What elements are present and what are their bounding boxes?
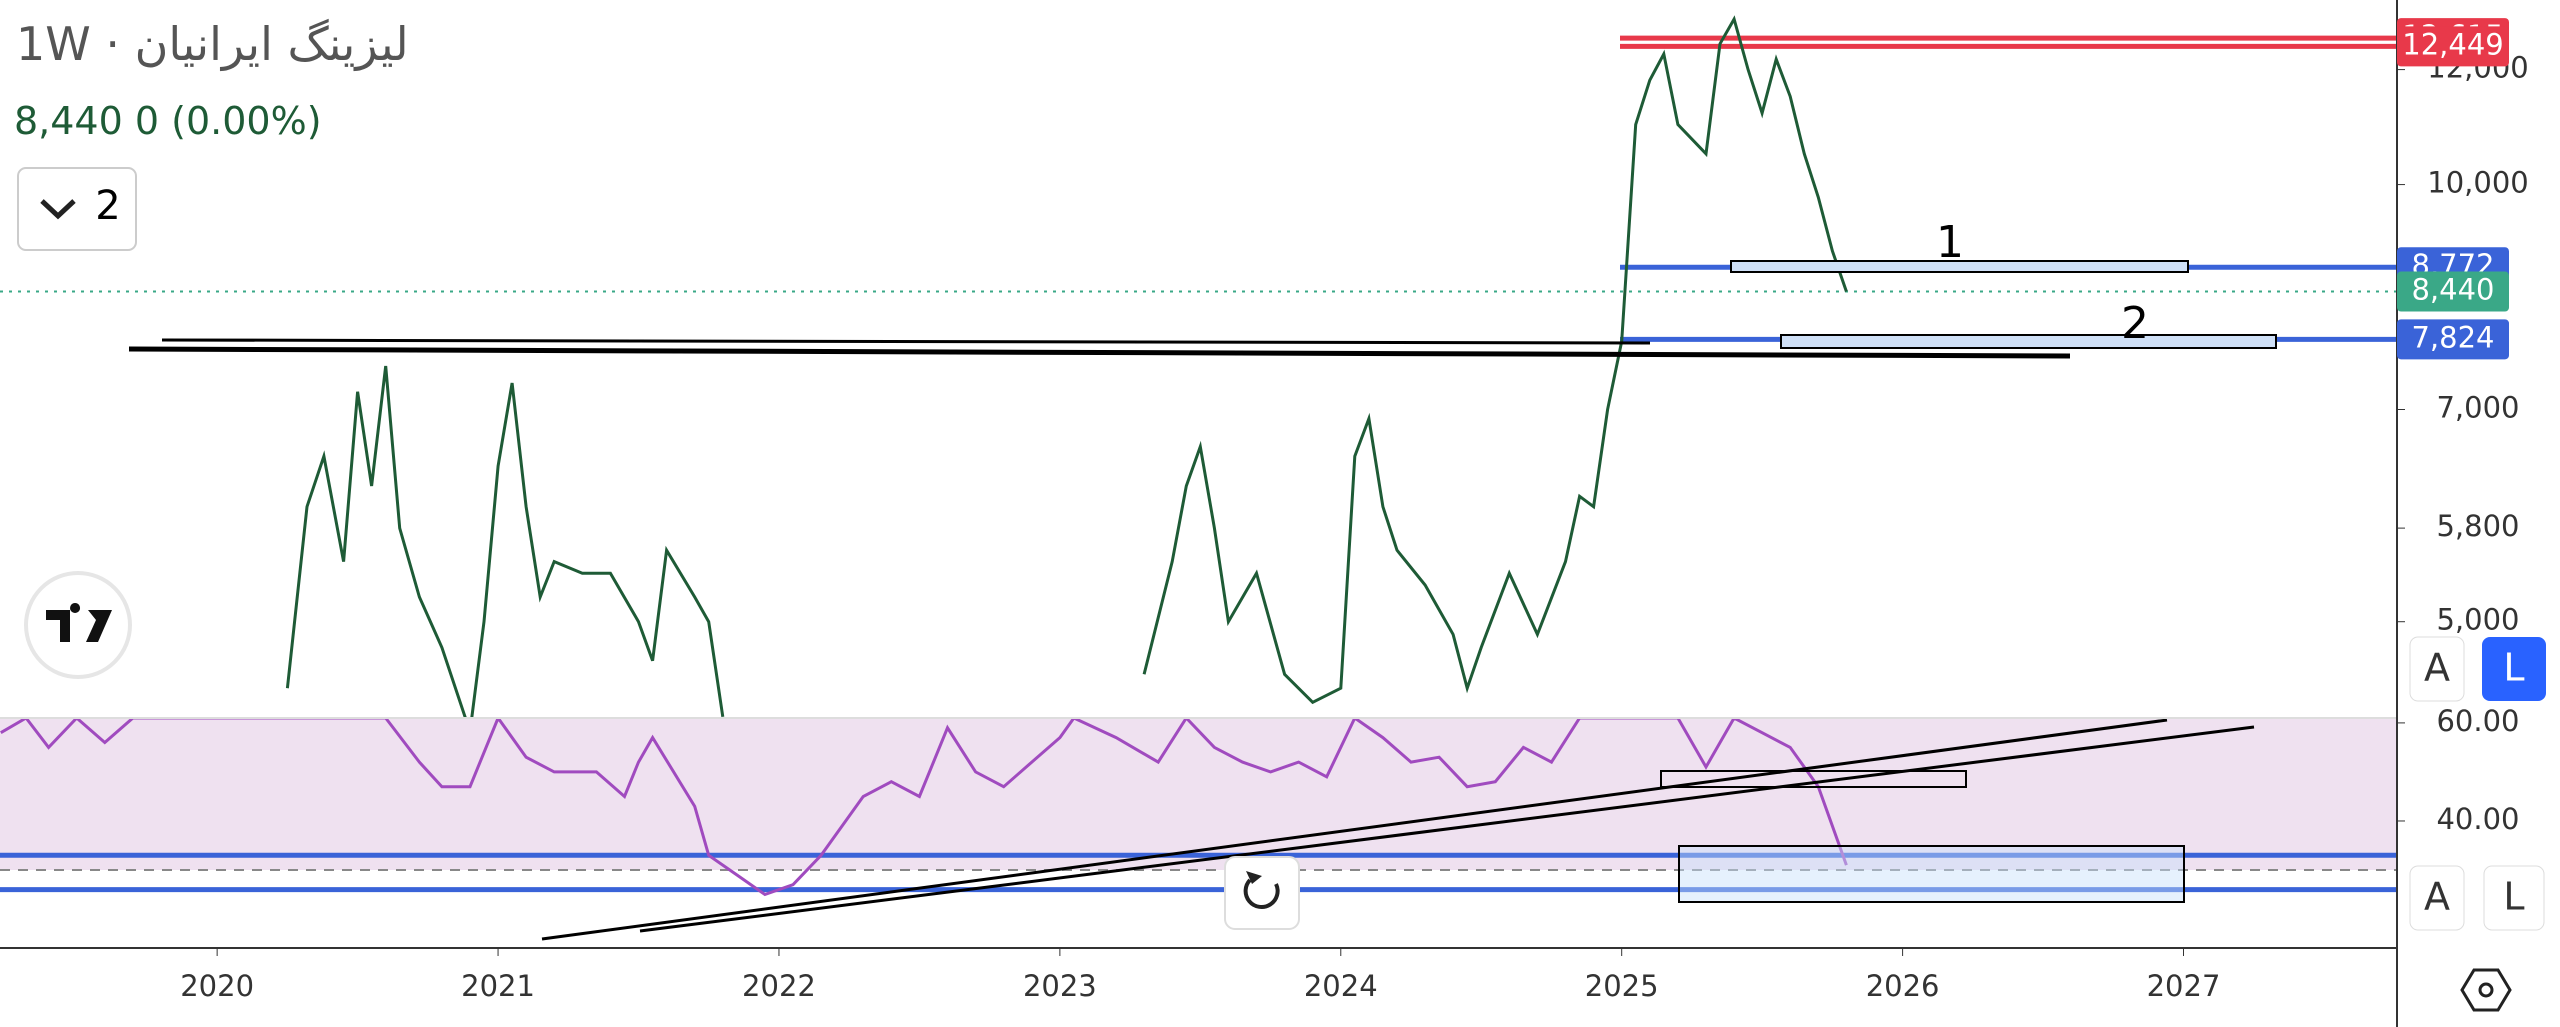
y-tick-label: 60.00 [2436,704,2519,738]
annotation: 2 [2121,298,2149,349]
price-tag [2397,26,2509,67]
reset-button[interactable] [1224,856,1300,930]
settings-button[interactable] [2460,968,2512,1012]
auto-button[interactable]: A [2424,875,2450,919]
x-tick-label: 2027 [2147,969,2221,1003]
log-button[interactable]: L [2503,875,2524,919]
trend-line [639,725,2255,933]
button[interactable] [2409,865,2465,931]
trend-line [128,346,2071,359]
x-tick-label: 2024 [1304,969,1378,1003]
price-line: 8,440 0 (0.00%) [14,99,322,143]
x-tick-label: 2023 [1023,969,1097,1003]
last-price: 8,440 [14,99,123,143]
annotation: 1 [1936,217,1964,268]
button[interactable] [2483,865,2545,931]
log-button[interactable]: L [2503,646,2524,690]
trend-line [161,338,1651,345]
price-tag [2397,319,2509,360]
drawings [128,260,2277,941]
scale-buttons: A L A L [2409,636,2546,931]
reset-icon [1243,878,1280,909]
symbol: لیزینگ ایرانیان [135,17,409,72]
settings-dot [2478,982,2494,998]
chevron-icon [40,199,76,220]
y-tick-label: 5,800 [2436,509,2519,543]
indicator-toggle[interactable]: 2 [17,167,137,251]
logo-circle[interactable] [24,571,132,679]
x-tick-label: 2022 [742,969,816,1003]
reset-arrow [1246,871,1262,884]
x-tick-label: 2021 [461,969,535,1003]
indicator-count[interactable]: 2 [95,183,120,229]
reset-box[interactable] [1224,856,1300,930]
zone-box [1678,845,2185,903]
interval: 1W [16,17,91,71]
auto-button[interactable]: A [2424,646,2450,690]
x-tick-label: 2025 [1585,969,1659,1003]
y-tick-label: 40.00 [2436,802,2519,836]
button[interactable] [2409,636,2465,702]
price-tag-label: 7,824 [2411,320,2494,354]
x-tick-label: 2026 [1866,969,1940,1003]
y-tick-label: 7,000 [2436,391,2519,425]
tradingview-logo[interactable] [24,571,132,679]
x-tick-label: 2020 [180,969,254,1003]
toggle-box[interactable] [17,167,137,251]
price-change: 0 (0.00%) [135,99,322,143]
settings-icon[interactable] [2460,968,2512,1012]
button[interactable] [2482,637,2546,701]
y-tick-label: 10,000 [2427,166,2528,200]
price-tag-label: 8,440 [2411,273,2494,307]
symbol-header: 1W · لیزینگ ایرانیان [16,17,409,72]
price-tag [2397,271,2509,312]
separator: · [105,17,120,71]
zone-box [1780,334,2277,349]
price-line [285,15,1848,718]
y-tick-label: 5,000 [2436,603,2519,637]
zone-box [1730,260,2189,273]
zone-box [1660,770,1967,788]
trend-line [541,718,2168,941]
rsi-line [0,718,1848,897]
price-tag-label: 12,449 [2402,27,2503,61]
logo-icon [46,603,112,642]
